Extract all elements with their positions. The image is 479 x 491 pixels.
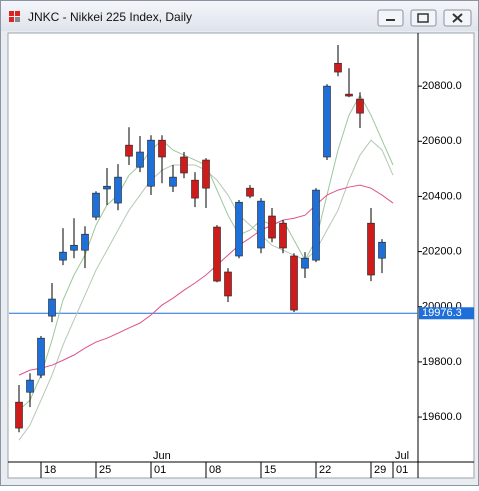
candle-body (15, 401, 23, 429)
candle-body (268, 215, 276, 239)
candle-body (334, 62, 342, 73)
y-tick-label: 20200.0 (422, 245, 462, 257)
candle-body (323, 85, 331, 158)
x-tick-label: 01 (396, 464, 408, 476)
x-tick-label: 29 (374, 464, 386, 476)
candle-body (279, 222, 287, 249)
candle-body (125, 144, 133, 157)
candle-body (103, 185, 111, 190)
candle-body (92, 192, 100, 218)
candle-body (235, 201, 243, 257)
y-tick-label: 19600.0 (422, 411, 462, 423)
candle-body (202, 159, 210, 189)
candle-body (48, 298, 56, 317)
candle-body (59, 251, 67, 261)
x-tick-label: 25 (99, 464, 111, 476)
x-tick-label: 01 (154, 464, 166, 476)
candle-body (81, 233, 89, 251)
x-tick-label: 08 (209, 464, 221, 476)
candle-body (312, 189, 320, 261)
moving-average-line (18, 184, 394, 376)
close-button[interactable] (443, 9, 472, 27)
candle-body (180, 156, 188, 174)
y-tick-label: 20600.0 (422, 135, 462, 147)
candle-body (136, 151, 144, 168)
candle-body (356, 98, 364, 114)
x-tick-label: 15 (264, 464, 276, 476)
candle-body (213, 226, 221, 282)
minimize-button[interactable] (377, 9, 404, 27)
candle-body (37, 337, 45, 376)
price-label: 19976.3 (422, 307, 462, 319)
candle-body (345, 93, 353, 97)
candle-body (257, 200, 265, 249)
candle-body (246, 187, 254, 197)
month-label: Jun (153, 450, 171, 462)
candle-body (70, 244, 78, 251)
y-tick-label: 20400.0 (422, 190, 462, 202)
candle-body (114, 176, 122, 204)
candle-body (191, 179, 199, 199)
candle-body (169, 176, 177, 187)
y-tick-label: 20800.0 (422, 80, 462, 92)
candle-body (367, 222, 375, 276)
app-icon (9, 11, 20, 22)
candle-body (378, 241, 386, 259)
candle-body (301, 257, 309, 269)
candle-body (147, 139, 155, 187)
y-tick-label: 19800.0 (422, 356, 462, 368)
window-title: JNKC - Nikkei 225 Index, Daily (28, 10, 192, 24)
x-tick-label: 22 (319, 464, 331, 476)
candle-body (26, 379, 34, 393)
maximize-button[interactable] (410, 9, 437, 27)
x-tick-label: 18 (44, 464, 56, 476)
candle-body (224, 271, 232, 297)
month-label: Jul (395, 450, 409, 462)
candle-body (290, 255, 298, 311)
price-label-box (419, 307, 474, 320)
candle-body (158, 139, 166, 158)
